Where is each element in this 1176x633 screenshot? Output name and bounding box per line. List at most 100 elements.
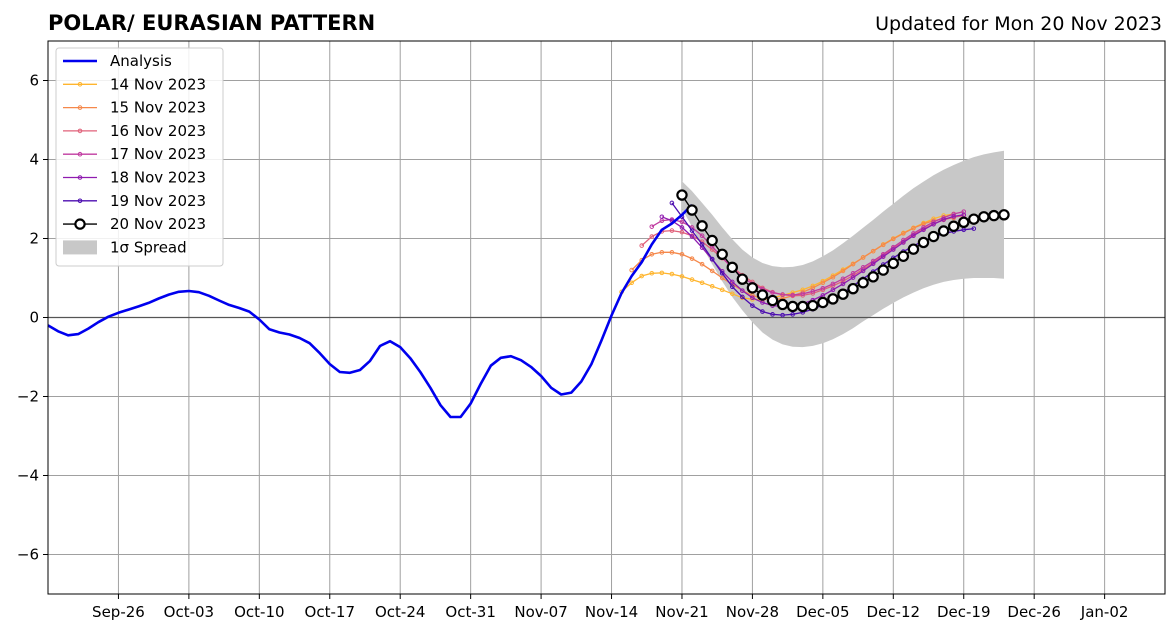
- legend-label: 14 Nov 2023: [110, 75, 206, 93]
- forecast-point: [850, 275, 856, 280]
- x-axis-ticks: Sep-26 Oct-03 Oct-10 Oct-17 Oct-24 Oct-31 Nov-…: [92, 594, 1128, 621]
- forecast-point: [830, 274, 836, 280]
- forecast-point-latest: [706, 234, 718, 247]
- forecast-point: [740, 294, 745, 300]
- forecast-point-latest: [776, 298, 789, 311]
- forecast-point: [911, 233, 916, 239]
- forecast-point-latest: [988, 209, 1000, 222]
- forecast-point: [820, 285, 826, 291]
- x-tick-label: Oct-31: [445, 603, 495, 621]
- forecast-point: [770, 312, 775, 317]
- forecast-point-latest: [847, 282, 859, 295]
- chart-title: POLAR/ EURASIAN PATTERN: [48, 11, 375, 35]
- forecast-point-latest: [897, 250, 910, 262]
- forecast-point: [729, 284, 735, 289]
- forecast-point-latest: [978, 211, 990, 223]
- forecast-point: [820, 280, 826, 286]
- forecast-point-latest: [877, 264, 889, 276]
- forecast-point: [790, 312, 795, 317]
- x-tick-label: Dec-26: [1007, 603, 1061, 621]
- forecast-point: [719, 287, 725, 293]
- x-tick-label: Oct-17: [305, 603, 355, 621]
- forecast-point: [689, 256, 695, 261]
- forecast-point-latest: [917, 236, 930, 249]
- y-tick-label: 2: [29, 230, 39, 248]
- forecast-point: [750, 303, 755, 308]
- forecast-point: [719, 275, 725, 281]
- forecast-point-latest: [827, 293, 839, 305]
- x-tick-label: Nov-28: [726, 603, 779, 621]
- legend-box: [55, 47, 224, 267]
- forecast-point-latest: [947, 220, 960, 232]
- forecast-point: [659, 270, 665, 276]
- forecast-point: [830, 287, 836, 293]
- y-tick-label: −6: [17, 546, 39, 564]
- forecast-point-latest: [907, 243, 920, 255]
- forecast-point-latest: [676, 189, 688, 201]
- forecast-point: [699, 242, 705, 247]
- forecast-point: [699, 261, 705, 267]
- forecast-point: [639, 273, 645, 279]
- forecast-point: [689, 228, 695, 233]
- forecast-point: [629, 267, 634, 273]
- forecast-point-latest: [807, 299, 819, 312]
- forecast-point: [890, 247, 896, 252]
- forecast-point: [810, 289, 816, 294]
- forecast-point-latest: [696, 220, 708, 232]
- forecast-point: [901, 231, 906, 236]
- forecast-point: [780, 312, 785, 318]
- legend-swatch-marker: [77, 151, 83, 157]
- forecast-point: [890, 236, 896, 242]
- legend-swatch-marker: [74, 218, 86, 230]
- forecast-point: [709, 256, 715, 262]
- forecast-point-latest: [837, 288, 849, 300]
- forecast-point: [709, 283, 715, 289]
- forecast-point: [921, 227, 926, 233]
- forecast-point: [840, 281, 846, 287]
- legend-label: 15 Nov 2023: [110, 99, 206, 117]
- forecast-point-latest: [736, 273, 749, 285]
- forecast-point: [830, 281, 836, 287]
- legend-swatch-marker: [77, 198, 83, 204]
- legend-label: 1σ Spread: [110, 238, 187, 256]
- forecast-point: [649, 234, 655, 239]
- x-tick-label: Nov-07: [514, 603, 567, 621]
- forecast-point: [669, 271, 675, 277]
- forecast-point: [901, 240, 906, 245]
- forecast-point: [911, 225, 916, 231]
- forecast-point: [729, 279, 735, 285]
- forecast-point: [860, 255, 866, 260]
- forecast-point: [719, 270, 725, 276]
- forecast-point: [679, 229, 685, 235]
- forecast-point: [971, 226, 977, 231]
- forecast-point: [689, 234, 695, 239]
- x-tick-label: Dec-12: [867, 603, 921, 621]
- legend-swatch-marker: [77, 175, 83, 180]
- x-tick-label: Oct-03: [164, 603, 214, 621]
- y-tick-label: −2: [17, 388, 39, 406]
- forecast-point-latest: [958, 216, 970, 229]
- forecast-point: [649, 252, 655, 257]
- forecast-point: [941, 217, 946, 222]
- forecast-point: [679, 219, 685, 225]
- legend-label: 16 Nov 2023: [110, 122, 206, 140]
- forecast-point: [870, 261, 876, 267]
- legend-swatch-marker: [77, 82, 83, 87]
- legend: Analysis 14 Nov 2023 15 Nov 2023 16 Nov 202…: [55, 47, 224, 267]
- x-tick-label: Dec-05: [796, 603, 850, 621]
- y-tick-label: 4: [29, 151, 39, 169]
- forecast-point-latest: [726, 261, 738, 274]
- forecast-point: [659, 214, 665, 220]
- forecast-point-latest: [887, 257, 899, 270]
- x-tick-label: Dec-19: [937, 603, 991, 621]
- legend-label: Analysis: [110, 52, 172, 70]
- forecast-point: [699, 233, 705, 239]
- legend-swatch-marker: [77, 128, 83, 134]
- legend-swatch-spread: [63, 240, 97, 255]
- forecast-point: [840, 276, 846, 282]
- forecast-point-latest: [817, 296, 829, 309]
- forecast-point: [870, 248, 876, 254]
- legend-label: 20 Nov 2023: [110, 215, 206, 233]
- forecast-point: [961, 227, 967, 233]
